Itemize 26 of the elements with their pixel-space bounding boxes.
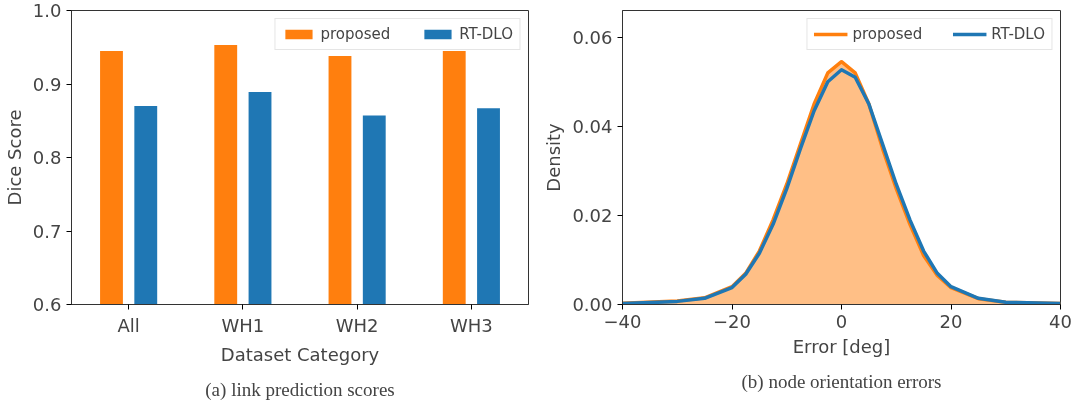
legend-label: RT-DLO [991,25,1045,43]
x-tick-label: All [117,314,140,336]
legend-label: proposed [852,25,923,43]
x-tick-label: −20 [713,310,752,332]
x-tick-label: 20 [939,310,963,332]
y-tick-label: 0.06 [572,26,613,48]
x-tick-label: WH2 [335,314,379,336]
y-tick-label: 1.0 [32,0,62,21]
text: (b) node orientation errors [741,370,942,393]
x-tick-label: 0 [835,310,848,332]
x-tick-label: WH1 [221,314,265,336]
y-tick-label: 0.8 [32,147,62,168]
y-tick-label: 0.02 [572,204,613,226]
x-axis-title: Dataset Category [220,343,380,365]
y-tick-label: 0.9 [32,73,62,95]
y-tick-label: 0.7 [32,220,62,242]
legend-label: proposed [320,25,391,43]
y-axis-title: Dice Score [3,109,25,206]
x-tick-label: 40 [1049,310,1072,332]
x-tick-label: WH3 [449,314,493,336]
y-tick-label: 0.04 [572,115,613,137]
y-tick-label: 0.6 [32,294,62,315]
legend-label: RT-DLO [459,25,513,43]
text: (a) link prediction scores [205,378,395,401]
x-axis-title: Error [deg] [792,335,891,357]
y-axis-title: Density [543,122,565,192]
